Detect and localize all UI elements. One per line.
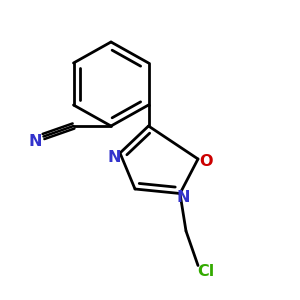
Text: N: N [177,190,190,206]
Text: N: N [107,150,121,165]
Text: N: N [29,134,42,148]
Text: O: O [199,154,212,169]
Text: Cl: Cl [197,264,214,279]
